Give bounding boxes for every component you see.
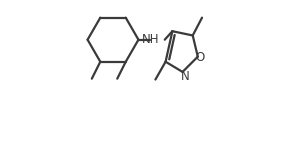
Text: N: N xyxy=(181,71,190,83)
Text: NH: NH xyxy=(142,33,159,46)
Text: O: O xyxy=(196,51,205,64)
